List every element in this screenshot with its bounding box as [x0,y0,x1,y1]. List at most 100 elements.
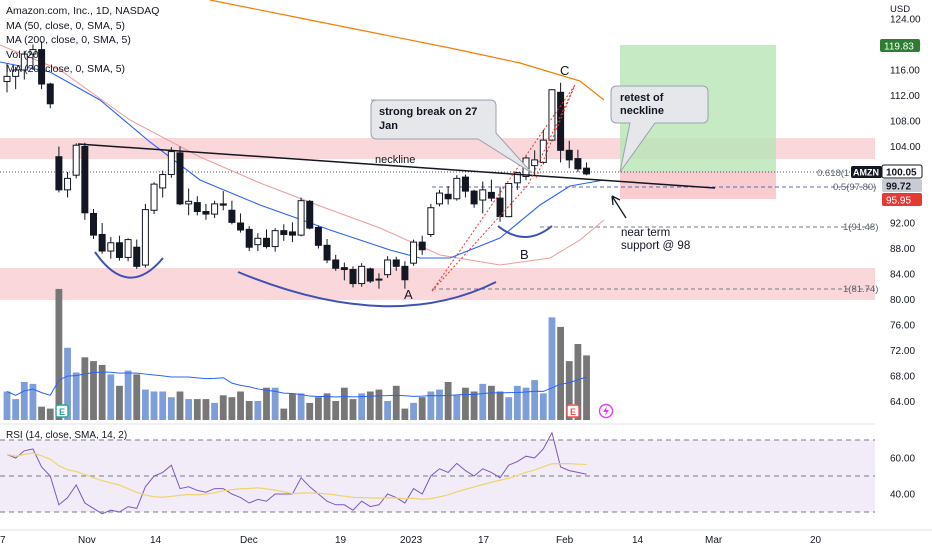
time-tick-label: 17 [478,535,490,546]
volume-bar [574,344,582,420]
volume-bar [444,382,452,420]
volume-bar [539,393,547,420]
point-b-label: B [520,247,529,262]
volume-bar [20,382,28,420]
candle-body [340,267,348,271]
price-tick-label: 64.00 [890,397,915,408]
candle-body [557,91,565,151]
neckline-label: neckline [375,154,415,166]
volume-bar [470,391,478,420]
volume-bar [496,391,504,420]
volume-bar [392,385,400,420]
ma50-line [0,61,605,259]
time-tick-label: Nov [78,535,96,546]
time-tick-label: 2023 [400,535,423,546]
candle-body [314,226,322,246]
candle-body [548,89,556,141]
candle-body [98,233,106,252]
candle-body [531,159,539,167]
left-shoulder-arc [94,251,164,279]
candle-body [410,241,418,264]
candle-body [64,177,72,191]
candle-body [81,146,89,214]
time-tick-label: 19 [335,535,347,546]
candle-body [453,177,461,200]
volume-bar [38,406,45,420]
candle-body [167,151,175,176]
legend-ma50[interactable]: MA (50, close, 0, SMA, 5) [6,19,126,32]
dividend-lightning-icon[interactable] [598,403,614,419]
candle-body [461,176,469,192]
last-price-text: 100.05 [886,168,917,179]
time-axis: 7 Nov 14 Dec 19 2023 17 Feb 14 Mar 20 [0,529,932,546]
ticker-tag-text: AMZN [853,168,879,178]
earnings-badge-oct[interactable]: E [55,404,69,418]
volume-bar [254,401,262,420]
earnings-badge-oct-text: E [59,407,65,417]
candle-body [245,228,253,248]
candle-body [150,183,158,211]
legend-symbol[interactable]: Amazon.com, Inc., 1D, NASDAQ [6,5,160,17]
candle-body [46,83,54,105]
legend-ma20[interactable]: MA (20, close, 0, SMA, 5) [6,63,126,75]
candle-body [55,156,63,191]
break-callout-text: strong break on 27 Jan [379,106,477,132]
candle-body [574,158,582,170]
stop-price-text: 95.95 [886,196,911,207]
volume-bar [237,391,244,420]
earnings-badge-feb[interactable]: E [566,404,580,418]
volume-bar [81,357,89,420]
fib-1-lower-label: 1(81.74) [843,284,878,295]
volume-bar [12,399,20,420]
volume-bar [349,399,357,420]
volume-bar [280,408,288,420]
candle-body [358,265,366,285]
price-tick-label: 116.00 [890,66,920,77]
candle-body [487,191,495,199]
close-price-text: 99.72 [886,182,911,193]
volume-bar [323,393,331,420]
volume-bar [583,355,590,420]
volume-bars [3,288,590,420]
volume-bar [46,408,54,420]
legend-ma200[interactable]: MA (200, close, 0, SMA, 5) [6,34,131,46]
candle-body [141,209,149,266]
price-tick-label: 108.00 [890,117,921,128]
rsi-tick-label: 60.00 [890,454,915,465]
candle-body [115,242,123,258]
price-tick-label: 80.00 [890,295,915,306]
candle-body [427,207,435,235]
chart-legend: Amazon.com, Inc., 1D, NASDAQ MA (50, clo… [6,4,159,77]
candle-body [29,49,37,55]
candle-body [349,269,357,285]
candle-body [12,69,20,77]
candle-body [332,259,340,269]
volume-bar [211,402,218,420]
retest-callout[interactable]: retest of neckline [610,85,709,173]
candle-body [107,242,115,252]
volume-bar [176,391,184,420]
volume-bar [315,397,322,420]
candle-body [20,53,28,71]
time-tick-label: Dec [240,535,258,546]
fib-0618-label: 0.618(1 [817,168,849,179]
head-arc [237,271,497,308]
break-callout[interactable]: strong break on 27 Jan [370,99,533,174]
volume-bar [565,361,573,420]
volume-bar [159,391,167,420]
volume-bar [72,372,80,420]
candle-body [38,49,46,85]
candle-body [583,167,591,175]
legend-vol[interactable]: Vol (20) [6,48,43,61]
time-tick-label: 20 [810,535,822,546]
time-tick-label: 7 [0,535,6,546]
candle-body [306,200,314,229]
volume-bar [462,387,469,420]
volume-bar [124,370,132,420]
price-tick-label: 112.00 [890,91,920,102]
candle-body [323,244,331,261]
fib-05-label: 0.5(97.80) [833,182,876,193]
volume-bar [531,380,539,420]
candle-body [124,239,132,258]
